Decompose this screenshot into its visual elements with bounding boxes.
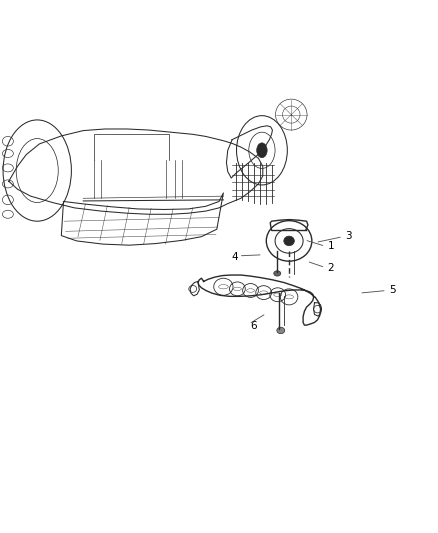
Text: 6: 6 bbox=[250, 321, 257, 331]
Ellipse shape bbox=[277, 327, 285, 334]
Text: 5: 5 bbox=[389, 286, 396, 295]
Ellipse shape bbox=[257, 143, 267, 158]
Text: 3: 3 bbox=[345, 231, 352, 240]
Ellipse shape bbox=[284, 236, 294, 246]
Text: 4: 4 bbox=[231, 252, 238, 262]
Ellipse shape bbox=[274, 271, 281, 276]
Text: 1: 1 bbox=[327, 241, 334, 251]
Text: 2: 2 bbox=[327, 263, 334, 272]
